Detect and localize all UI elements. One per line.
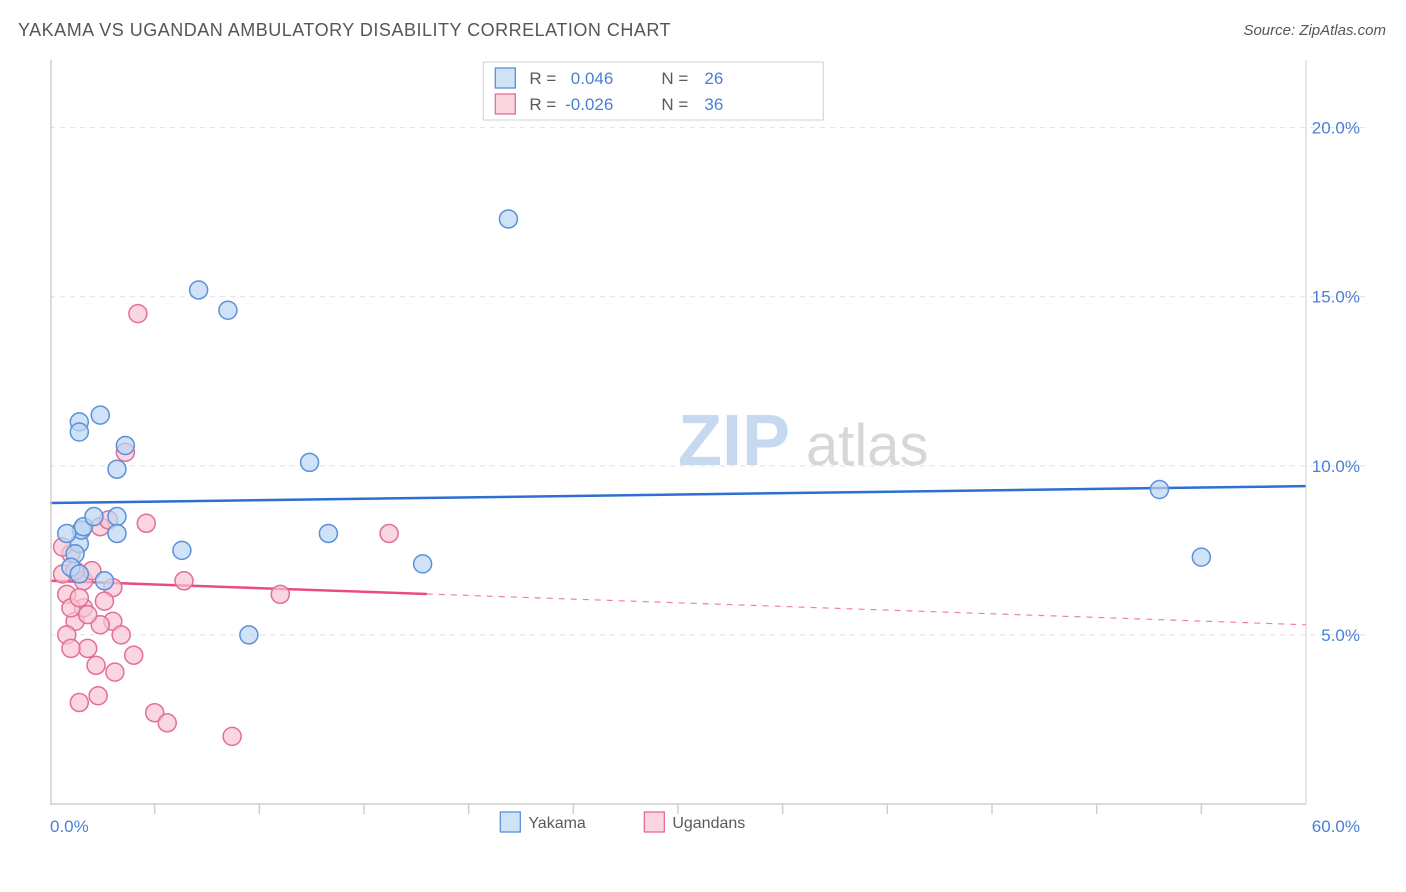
legend-N-val: 36: [704, 95, 723, 114]
ugandans-point: [79, 606, 97, 624]
legend-N-val: 26: [704, 69, 723, 88]
yakama-point: [414, 555, 432, 573]
ugandans-point: [175, 572, 193, 590]
watermark-zip: ZIP: [678, 401, 790, 481]
ugandans-point: [79, 639, 97, 657]
yakama-point: [108, 460, 126, 478]
chart-svg: ZIPatlas5.0%10.0%15.0%20.0%0.0%60.0%R = …: [50, 56, 1366, 836]
legend-N-label: N =: [661, 95, 688, 114]
ugandans-point: [87, 656, 105, 674]
ugandans-point: [70, 694, 88, 712]
ugandans-point: [137, 514, 155, 532]
scatter-plot: ZIPatlas5.0%10.0%15.0%20.0%0.0%60.0%R = …: [50, 56, 1366, 836]
source-label: Source: ZipAtlas.com: [1243, 22, 1386, 39]
bottom-legend-yakama: Yakama: [528, 815, 586, 832]
yakama-point: [499, 210, 517, 228]
yakama-point: [301, 453, 319, 471]
yakama-point: [1150, 480, 1168, 498]
legend-N-label: N =: [661, 69, 688, 88]
ugandans-point: [223, 727, 241, 745]
ugandans-point: [70, 589, 88, 607]
ugandans-point: [271, 585, 289, 603]
y-tick-label: 20.0%: [1312, 119, 1360, 138]
legend-swatch: [495, 94, 515, 114]
x-min-label: 0.0%: [50, 817, 89, 836]
ugandans-point: [158, 714, 176, 732]
yakama-point: [219, 301, 237, 319]
y-tick-label: 15.0%: [1312, 288, 1360, 307]
y-tick-label: 10.0%: [1312, 457, 1360, 476]
yakama-point: [319, 524, 337, 542]
yakama-point: [1192, 548, 1210, 566]
legend-swatch: [495, 68, 515, 88]
bottom-legend-swatch-yakama: [500, 812, 520, 832]
legend-R-val: 0.046: [571, 69, 614, 88]
yakama-point: [173, 541, 191, 559]
yakama-point: [70, 565, 88, 583]
ugandans-point: [129, 305, 147, 323]
ugandans-point: [89, 687, 107, 705]
legend-R-label: R =: [529, 69, 556, 88]
ugandans-point: [112, 626, 130, 644]
yakama-point: [240, 626, 258, 644]
yakama-point: [116, 437, 134, 455]
ugandans-point: [106, 663, 124, 681]
bottom-legend-ugandans: Ugandans: [672, 815, 745, 832]
chart-title: YAKAMA VS UGANDAN AMBULATORY DISABILITY …: [18, 20, 671, 41]
yakama-point: [108, 524, 126, 542]
yakama-point: [95, 572, 113, 590]
yakama-point: [85, 508, 103, 526]
watermark-atlas: atlas: [806, 413, 929, 478]
ugandans-point: [95, 592, 113, 610]
ugandans-point: [62, 639, 80, 657]
x-max-label: 60.0%: [1312, 817, 1360, 836]
yakama-point: [70, 423, 88, 441]
y-tick-label: 5.0%: [1321, 626, 1360, 645]
bottom-legend-swatch-ugandans: [644, 812, 664, 832]
trend-line: [50, 486, 1306, 503]
legend-R-val: -0.026: [565, 95, 613, 114]
yakama-point: [58, 524, 76, 542]
yakama-point: [91, 406, 109, 424]
trend-line-dashed: [427, 594, 1306, 625]
yakama-point: [108, 508, 126, 526]
ugandans-point: [380, 524, 398, 542]
ugandans-point: [125, 646, 143, 664]
yakama-point: [190, 281, 208, 299]
legend-R-label: R =: [529, 95, 556, 114]
